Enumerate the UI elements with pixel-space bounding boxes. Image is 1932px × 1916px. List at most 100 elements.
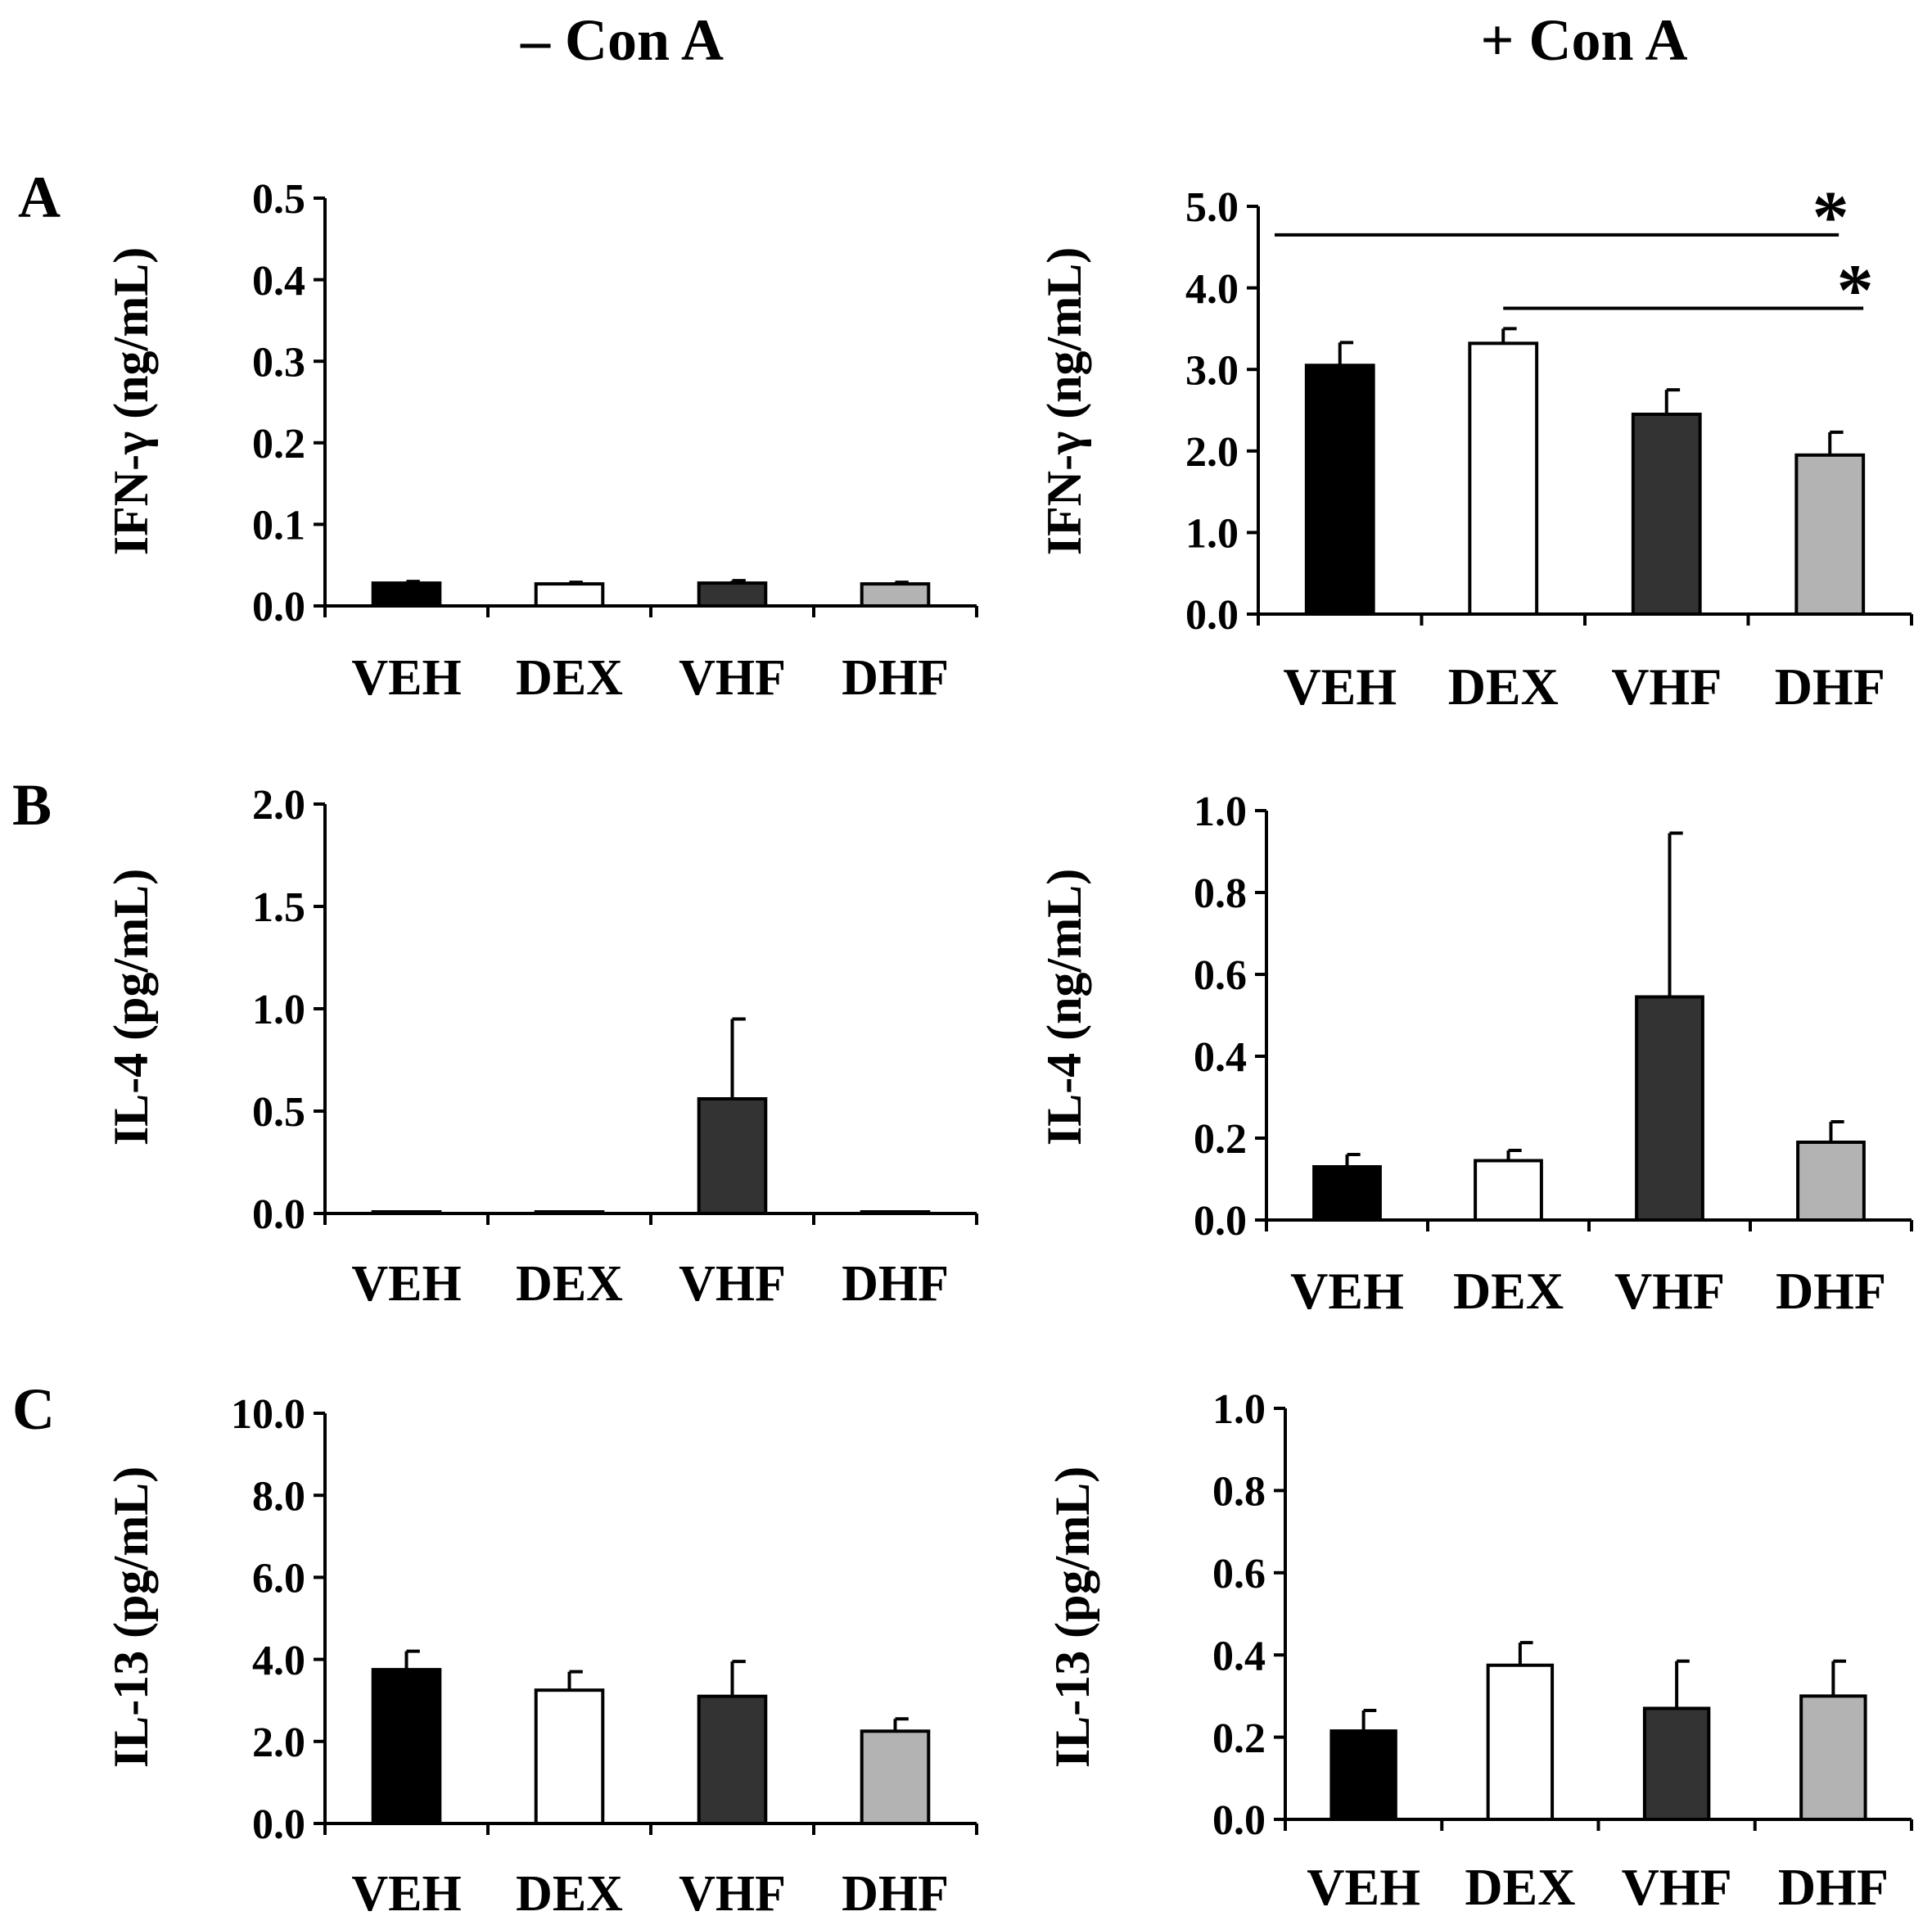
category-label-veh: VEH xyxy=(351,1256,461,1312)
y-tick-label: 0.0 xyxy=(1212,1797,1266,1844)
chart-panel-a-right: 0.0 1.0 2.0 3.0 4.0 5.0 IFN-γ (ng/mL) VEH DEX VHF… xyxy=(1037,177,1913,716)
y-tick-label: 0.0 xyxy=(252,1191,305,1238)
category-label-dhf: DHF xyxy=(842,1866,949,1916)
y-tick-label: 0.0 xyxy=(252,1801,305,1848)
category-label-vhf: VHF xyxy=(1614,1262,1725,1320)
y-tick-label: 0.2 xyxy=(1212,1715,1266,1762)
bar-vhf xyxy=(1635,995,1704,1222)
row-label-b: B xyxy=(12,772,52,838)
category-label-dex: DEX xyxy=(1453,1262,1564,1320)
category-label-vhf: VHF xyxy=(679,1866,786,1916)
category-label-veh: VEH xyxy=(1283,657,1397,716)
y-tick-label: 0.8 xyxy=(1194,870,1247,917)
y-tick-label: 0.0 xyxy=(1185,592,1239,639)
y-tick-label: 6.0 xyxy=(252,1556,305,1602)
y-tick-label: 0.0 xyxy=(252,584,305,630)
bar-dex xyxy=(1474,1159,1543,1222)
category-label-vhf: VHF xyxy=(679,650,786,706)
category-label-dhf: DHF xyxy=(1775,657,1885,716)
row-label-c: C xyxy=(12,1376,55,1442)
bar-dex xyxy=(1468,341,1539,616)
category-label-dex: DEX xyxy=(1448,657,1559,716)
y-tick-label: 5.0 xyxy=(1185,184,1239,231)
bar-vhf xyxy=(697,1097,768,1215)
y-tick-label: 0.1 xyxy=(252,503,305,549)
category-label-dhf: DHF xyxy=(1776,1262,1886,1320)
category-label-vhf: VHF xyxy=(1622,1858,1732,1916)
y-tick-label: 4.0 xyxy=(252,1638,305,1684)
bar-veh xyxy=(371,1668,442,1825)
bar-veh xyxy=(371,1210,442,1215)
y-tick-label: 2.0 xyxy=(1185,429,1239,476)
y-tick-label: 1.0 xyxy=(1185,511,1239,558)
header-minus-con-a: – Con A xyxy=(520,7,724,73)
category-label-dex: DEX xyxy=(516,1866,623,1916)
chart-panel-b-right: 0.0 0.2 0.4 0.6 0.8 1.0 IL-4 (ng/mL) VEH DEX VHF D… xyxy=(1037,789,1913,1320)
bar-dex xyxy=(534,1688,605,1826)
y-tick-label: 0.5 xyxy=(252,176,305,223)
header-plus-con-a: + Con A xyxy=(1480,7,1688,73)
bar-dex xyxy=(534,582,605,608)
bar-dhf xyxy=(860,582,931,608)
category-label-dex: DEX xyxy=(1465,1858,1575,1916)
y-tick-label: 0.4 xyxy=(1194,1034,1247,1081)
y-tick-label: 0.4 xyxy=(252,258,305,305)
y-tick-label: 1.0 xyxy=(1194,789,1247,835)
y-tick-label: 0.3 xyxy=(252,339,305,386)
category-label-veh: VEH xyxy=(1307,1858,1420,1916)
bar-dhf xyxy=(1796,1141,1866,1222)
bar-dhf xyxy=(1799,1694,1867,1821)
category-label-veh: VEH xyxy=(1290,1262,1404,1320)
chart-panel-b-left: 0.0 0.5 1.0 1.5 2.0 IL-4 (pg/mL) VEH DEX VHF DHF xyxy=(104,782,978,1312)
y-axis-title: IFN-γ (ng/mL) xyxy=(1037,247,1091,555)
category-label-veh: VEH xyxy=(351,1866,461,1916)
category-label-veh: VEH xyxy=(351,650,461,706)
y-axis-title: IL-4 (ng/mL) xyxy=(1037,869,1091,1146)
y-tick-label: 0.6 xyxy=(1212,1551,1266,1597)
bar-vhf xyxy=(1631,412,1702,617)
y-tick-label: 0.4 xyxy=(1212,1633,1266,1679)
chart-panel-c-left: 0.0 2.0 4.0 6.0 8.0 10.0 IL-13 (pg/mL) VEH DEX VH… xyxy=(104,1391,978,1916)
bar-vhf xyxy=(1642,1706,1711,1821)
bar-dhf xyxy=(860,1729,931,1825)
category-label-dhf: DHF xyxy=(842,1256,949,1312)
bar-veh xyxy=(1304,364,1375,616)
bar-dhf xyxy=(1794,453,1866,617)
y-tick-label: 1.0 xyxy=(252,987,305,1033)
y-tick-label: 3.0 xyxy=(1185,347,1239,394)
y-axis-title: IL-13 (pg/mL) xyxy=(104,1466,158,1768)
chart-panel-a-left: 0.0 0.1 0.2 0.3 0.4 0.5 IFN-γ (ng/mL) VEH DEX VHF… xyxy=(104,176,978,706)
y-axis-title: IL-13 (pg/mL) xyxy=(1045,1466,1099,1768)
y-axis-title: IL-4 (pg/mL) xyxy=(104,869,158,1146)
bar-vhf xyxy=(697,581,768,608)
bar-dex xyxy=(534,1210,605,1215)
category-label-dhf: DHF xyxy=(842,650,949,706)
y-tick-label: 0.0 xyxy=(1194,1198,1247,1245)
significance-star: * xyxy=(1837,251,1874,332)
y-axis-title: IFN-γ (ng/mL) xyxy=(104,247,158,555)
y-tick-label: 8.0 xyxy=(252,1473,305,1520)
category-label-vhf: VHF xyxy=(1611,657,1722,716)
y-tick-label: 0.5 xyxy=(252,1089,305,1136)
y-tick-label: 1.0 xyxy=(1212,1386,1266,1433)
category-label-dex: DEX xyxy=(516,650,623,706)
y-tick-label: 0.2 xyxy=(1194,1116,1247,1163)
y-tick-label: 10.0 xyxy=(231,1391,305,1438)
bar-dhf xyxy=(860,1210,931,1215)
chart-panel-c-right: 0.0 0.2 0.4 0.6 0.8 1.0 IL-13 (pg/mL) VEH DEX VHF… xyxy=(1045,1386,1913,1916)
bar-veh xyxy=(1312,1165,1382,1222)
y-tick-label: 0.8 xyxy=(1212,1469,1266,1516)
bar-dex xyxy=(1486,1663,1555,1821)
row-label-a: A xyxy=(18,165,61,230)
y-tick-label: 4.0 xyxy=(1185,266,1239,313)
bar-veh xyxy=(371,581,442,608)
significance-star: * xyxy=(1812,177,1849,258)
bar-veh xyxy=(1329,1729,1397,1822)
category-label-dhf: DHF xyxy=(1778,1858,1889,1916)
y-tick-label: 0.2 xyxy=(252,421,305,468)
y-tick-label: 2.0 xyxy=(252,1719,305,1766)
y-tick-label: 0.6 xyxy=(1194,952,1247,999)
category-label-vhf: VHF xyxy=(679,1256,786,1312)
category-label-dex: DEX xyxy=(516,1256,623,1312)
